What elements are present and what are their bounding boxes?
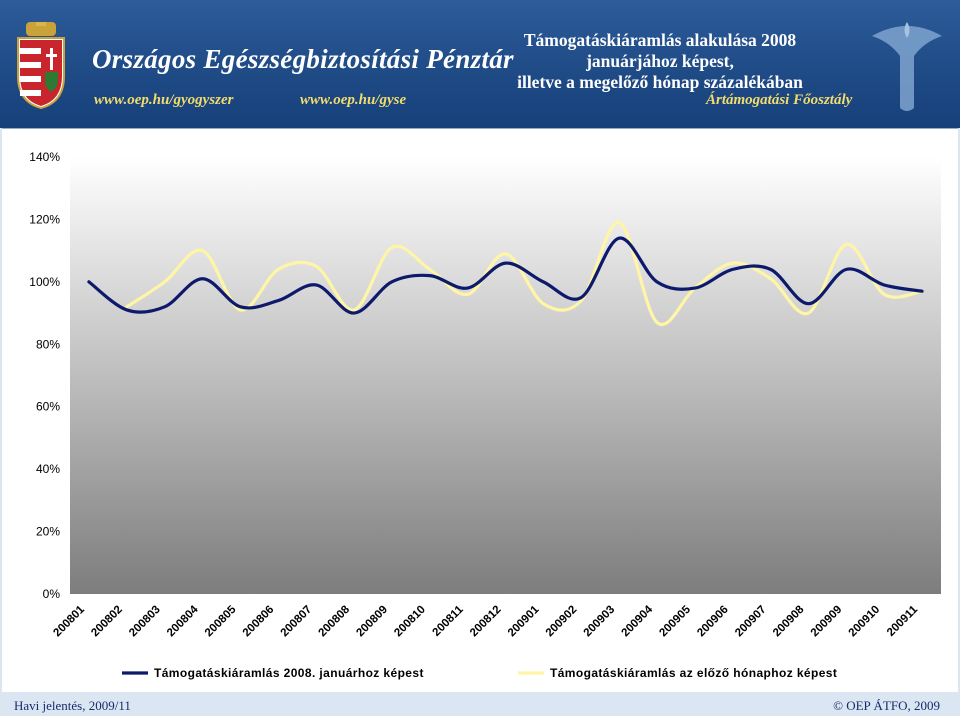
x-tick-label: 200907 xyxy=(733,604,769,640)
chart-title-line-2: januárjához képest, xyxy=(586,51,734,71)
x-tick-label: 200804 xyxy=(165,603,201,639)
oep-logo-icon xyxy=(872,22,942,111)
chart-title: Támogatáskiáramlás alakulása 2008 január… xyxy=(470,30,850,93)
x-tick-label: 200809 xyxy=(354,604,390,640)
url-gyogyszer[interactable]: www.oep.hu/gyogyszer xyxy=(94,92,234,108)
y-tick-label: 120% xyxy=(29,212,60,226)
department-name: Ártámogatási Főosztály xyxy=(706,92,853,108)
x-tick-label: 200812 xyxy=(468,604,504,640)
x-tick-label: 200909 xyxy=(809,604,845,640)
x-tick-label: 200908 xyxy=(771,603,807,639)
x-tick-label: 200905 xyxy=(657,603,693,639)
y-tick-label: 40% xyxy=(36,462,60,476)
chart-panel: 0% 20% 40% 60% 80% 100% 120% 140% 200801 200802 2… xyxy=(2,128,958,692)
header-banner: Országos Egészségbiztosítási Pénztár www… xyxy=(0,0,960,128)
footer-copyright: © OEP ÁTFO, 2009 xyxy=(833,698,940,713)
x-tick-label: 200801 xyxy=(51,603,87,639)
x-tick-label: 200811 xyxy=(431,603,467,639)
x-tick-label: 200803 xyxy=(127,604,163,640)
x-tick-label: 200910 xyxy=(847,604,883,640)
chart-title-line-1: Támogatáskiáramlás alakulása 2008 xyxy=(523,30,797,50)
coat-of-arms-icon xyxy=(17,22,65,110)
x-tick-label: 200802 xyxy=(89,604,125,640)
line-chart: 0%20%40%60%80%100%120%140% 200801 200802 2… xyxy=(29,150,941,680)
x-tick-label: 200808 xyxy=(317,603,353,639)
chart-title-line-3: illetve a megelőző hónap százalékában xyxy=(517,72,803,92)
x-tick-label: 200904 xyxy=(619,603,655,639)
y-tick-label: 100% xyxy=(29,275,60,289)
x-tick-label: 200902 xyxy=(544,604,580,640)
x-tick-label: 200903 xyxy=(582,604,618,640)
footer-report-label: Havi jelentés, 2009/11 xyxy=(14,698,131,713)
x-tick-label: 200805 xyxy=(203,603,239,639)
y-tick-label: 60% xyxy=(36,400,60,414)
x-tick-label: 200807 xyxy=(279,604,315,640)
legend-label-1: Támogatáskiáramlás 2008. januárhoz képes… xyxy=(154,666,424,680)
x-tick-label: 200806 xyxy=(241,604,277,640)
y-tick-label: 140% xyxy=(29,150,60,164)
series-line-1 xyxy=(87,236,924,315)
x-tick-label: 200906 xyxy=(695,604,731,640)
y-tick-label: 0% xyxy=(43,587,61,601)
x-tick-label: 200911 xyxy=(885,603,921,639)
x-tick-label: 200901 xyxy=(506,603,542,639)
x-tick-label: 200810 xyxy=(392,604,428,640)
series-line-2 xyxy=(125,220,924,327)
y-tick-label: 20% xyxy=(36,525,60,539)
plot-area xyxy=(70,157,941,594)
organization-name: Országos Egészségbiztosítási Pénztár xyxy=(92,44,514,74)
url-gyse[interactable]: www.oep.hu/gyse xyxy=(300,92,407,108)
y-tick-label: 80% xyxy=(36,337,60,351)
legend-label-2: Támogatáskiáramlás az előző hónaphoz kép… xyxy=(550,666,837,680)
